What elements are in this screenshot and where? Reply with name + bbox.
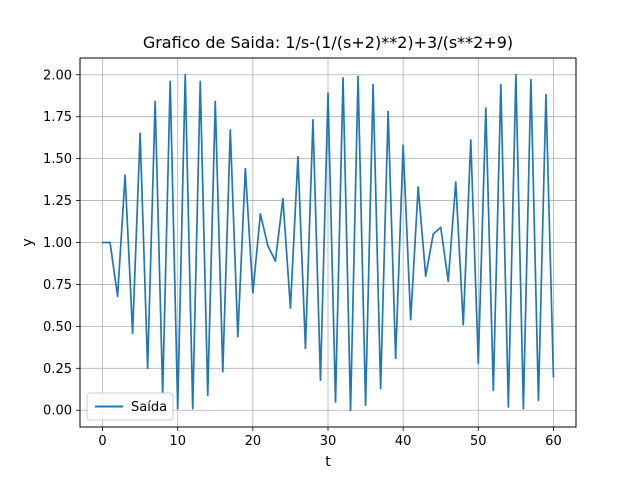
data-point — [221, 370, 224, 373]
y-tick-label: 1.50 — [43, 152, 72, 167]
data-point — [394, 357, 397, 360]
data-point — [139, 132, 142, 135]
data-point — [101, 241, 104, 244]
y-tick-label: 2.00 — [43, 68, 72, 83]
data-point — [514, 73, 517, 76]
data-point — [131, 332, 134, 334]
data-point — [312, 119, 314, 121]
data-point — [109, 241, 111, 244]
legend-box — [86, 392, 174, 421]
data-point — [522, 407, 525, 410]
data-point — [454, 181, 457, 184]
data-point — [439, 226, 442, 229]
data-point — [357, 75, 359, 78]
data-point — [364, 404, 367, 407]
y-axis-label: y — [20, 238, 36, 246]
data-point — [447, 280, 450, 282]
x-tick-label: 20 — [245, 434, 262, 449]
data-point — [545, 94, 547, 96]
data-point — [154, 100, 157, 103]
data-point — [327, 92, 329, 95]
y-tick-label: 1.00 — [43, 236, 72, 251]
data-point — [387, 110, 390, 113]
data-point — [229, 129, 232, 132]
data-point — [379, 387, 382, 390]
data-point — [499, 83, 502, 86]
data-point — [282, 197, 284, 200]
data-point — [334, 400, 337, 403]
data-point — [424, 275, 427, 277]
x-tick-label: 50 — [470, 434, 487, 449]
data-point — [214, 100, 217, 103]
data-point — [191, 407, 194, 410]
y-tick-label: 0.75 — [43, 278, 72, 293]
data-point — [176, 407, 179, 410]
data-point — [492, 389, 495, 391]
x-tick-label: 30 — [320, 434, 337, 449]
y-tick-label: 1.75 — [43, 110, 72, 125]
data-point — [304, 347, 307, 350]
x-tick-label: 40 — [395, 434, 412, 449]
x-axis-ticks: 0 10 20 30 40 50 60 — [98, 427, 562, 449]
data-point — [266, 244, 269, 247]
y-tick-label: 0.00 — [43, 404, 72, 419]
data-point — [236, 335, 239, 338]
y-axis-ticks: 0.00 0.25 0.50 0.75 1.00 1.25 1.50 1.75 2.00 — [43, 68, 80, 419]
data-point — [530, 78, 532, 81]
data-point — [116, 295, 119, 298]
y-tick-label: 1.25 — [43, 194, 72, 209]
legend-label: Saída — [131, 400, 167, 415]
data-point — [184, 73, 187, 76]
data-point — [251, 291, 254, 294]
data-point — [146, 367, 149, 370]
data-point — [244, 167, 247, 170]
legend: Saída — [86, 392, 174, 421]
data-point — [206, 394, 209, 397]
data-point — [432, 233, 435, 236]
data-point — [297, 156, 299, 158]
data-point — [462, 323, 465, 326]
data-point — [259, 213, 262, 215]
data-point — [289, 307, 292, 309]
data-point — [537, 399, 540, 402]
data-point — [484, 107, 487, 110]
data-point — [402, 144, 405, 147]
y-tick-label: 0.25 — [43, 362, 72, 377]
data-point — [507, 405, 510, 408]
data-point — [342, 77, 344, 80]
data-point — [417, 186, 420, 189]
x-axis-label: t — [325, 454, 331, 470]
data-point — [477, 362, 480, 365]
data-point — [199, 80, 202, 83]
data-point — [169, 80, 172, 83]
data-point — [552, 375, 555, 378]
y-tick-label: 0.50 — [43, 320, 72, 335]
data-point — [372, 83, 374, 86]
x-tick-label: 10 — [169, 434, 186, 449]
chart-title: Grafico de Saida: 1/s-(1/(s+2)**2)+3/(s*… — [143, 33, 513, 52]
data-point — [349, 409, 352, 412]
x-tick-label: 0 — [98, 434, 106, 449]
data-point — [409, 318, 412, 321]
data-point — [124, 174, 126, 177]
data-point — [274, 260, 277, 262]
x-tick-label: 60 — [545, 434, 562, 449]
data-point — [469, 139, 472, 142]
data-point — [319, 379, 322, 381]
series-layer — [101, 73, 555, 412]
